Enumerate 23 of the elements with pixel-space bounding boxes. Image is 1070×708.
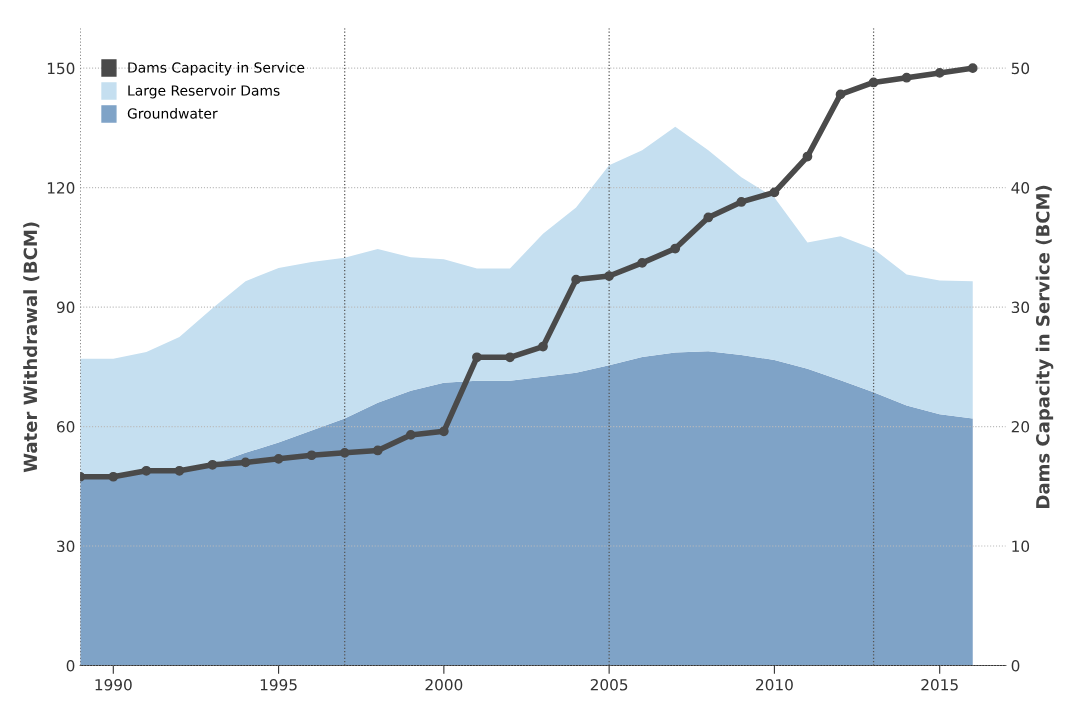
y2-tick-label: 40 — [1011, 182, 1030, 194]
y2-tick-label: 0 — [1011, 659, 1020, 672]
y2-tick-label: 50 — [1011, 62, 1030, 75]
x-tick-label: 1995 — [260, 678, 297, 691]
y-tick-label: 150 — [47, 62, 75, 75]
x-tick-label: 2015 — [921, 678, 958, 691]
y-tick-label: 90 — [56, 301, 75, 314]
x-tick-label: 2010 — [756, 678, 793, 691]
y-tick-label: 120 — [47, 182, 75, 194]
x-tick-label: 1990 — [95, 678, 132, 691]
x-tick-label: 2000 — [425, 678, 463, 691]
y2-axis-title: Dams Capacity in Service (BCM) — [1035, 185, 1054, 508]
y2-tick-label: 20 — [1011, 421, 1030, 433]
y-axis-title: Water Withdrawal (BCM) — [23, 222, 40, 473]
y-tick-label: 0 — [66, 659, 75, 672]
legend-label: Groundwater — [127, 107, 218, 119]
y-tick-label: 60 — [57, 421, 75, 433]
y2-tick-label: 30 — [1011, 301, 1030, 314]
x-tick-label: 2005 — [590, 678, 628, 691]
legend-label: Dams Capacity in Service — [128, 62, 305, 76]
legend-label: Large Reservoir Dams — [128, 85, 280, 99]
y-tick-label: 30 — [57, 540, 75, 553]
y2-tick-label: 10 — [1012, 540, 1030, 553]
